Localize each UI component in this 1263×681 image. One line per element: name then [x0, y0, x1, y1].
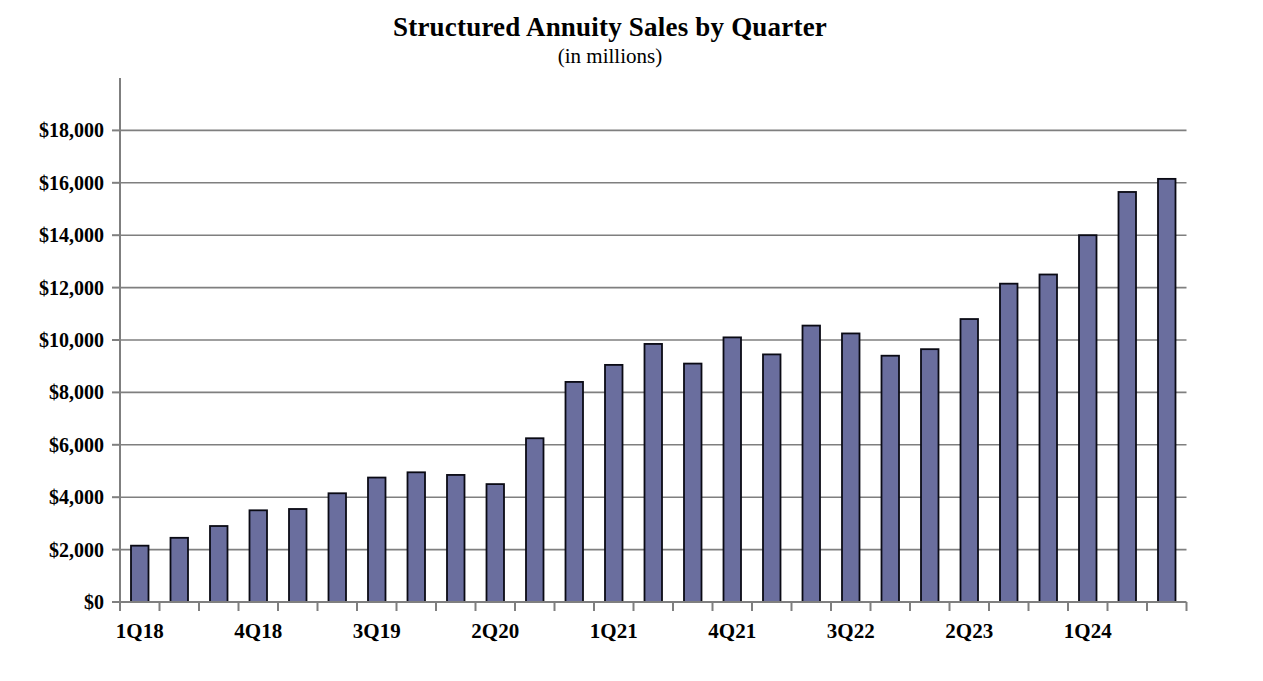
bar-2Q19 [329, 493, 347, 602]
y-axis-tick-label: $14,000 [39, 224, 104, 246]
bar-1Q24 [1079, 235, 1097, 602]
bar-3Q23 [1000, 284, 1018, 602]
chart-plot: $0 $2,000 $4,000 $6,000 $8,000 $10,000 $12,000… [0, 0, 1263, 681]
bar-2Q21 [645, 344, 663, 602]
x-axis-tick-label: 4Q18 [234, 619, 282, 643]
y-axis-tick-label: $18,000 [39, 119, 104, 141]
bar-4Q23 [1040, 275, 1058, 603]
bar-4Q21 [724, 337, 742, 602]
bar-4Q18 [250, 510, 268, 602]
chart-subtitle: (in millions) [0, 44, 1220, 69]
y-axis-tick-label: $12,000 [39, 277, 104, 299]
bar-3Q21 [684, 364, 702, 602]
y-axis-tick-label: $4,000 [49, 486, 104, 508]
y-axis-tick-label: $10,000 [39, 329, 104, 351]
chart-title: Structured Annuity Sales by Quarter [0, 12, 1220, 43]
y-axis-tick-label: $8,000 [49, 381, 104, 403]
bar-2Q22 [803, 326, 821, 602]
bar-1Q20 [447, 475, 465, 602]
x-axis-tick-label: 1Q21 [590, 619, 638, 643]
bar-3Q18 [210, 526, 228, 602]
bar-2Q18 [171, 538, 189, 602]
bar-4Q20 [566, 382, 584, 602]
bar-4Q22 [882, 356, 900, 602]
y-axis-tick-label: $6,000 [49, 434, 104, 456]
bar-4Q19 [408, 472, 426, 602]
y-axis-tick-label: $2,000 [49, 539, 104, 561]
bar-3Q19 [368, 478, 386, 602]
bar-3Q22 [842, 333, 860, 602]
bar-2Q24 [1119, 192, 1137, 602]
x-axis-tick-label: 2Q20 [471, 619, 519, 643]
x-axis-tick-label: 3Q19 [353, 619, 401, 643]
x-axis-tick-label: 1Q24 [1064, 619, 1112, 643]
bar-1Q18 [131, 546, 149, 602]
bar-2Q20 [487, 484, 505, 602]
x-axis-tick-label: 1Q18 [116, 619, 164, 643]
bar-2Q23 [961, 319, 979, 602]
x-axis-tick-label: 4Q21 [708, 619, 756, 643]
bar-1Q23 [921, 349, 939, 602]
x-axis-tick-label: 2Q23 [945, 619, 993, 643]
bar-3Q24 [1158, 179, 1176, 602]
y-axis-tick-label: $0 [84, 591, 104, 613]
bar-1Q19 [289, 509, 307, 602]
y-axis-tick-label: $16,000 [39, 172, 104, 194]
bar-3Q20 [526, 438, 544, 602]
bar-1Q21 [605, 365, 623, 602]
bar-1Q22 [763, 354, 781, 602]
x-axis-tick-label: 3Q22 [827, 619, 875, 643]
chart-container: $0 $2,000 $4,000 $6,000 $8,000 $10,000 $12,000… [0, 0, 1263, 681]
